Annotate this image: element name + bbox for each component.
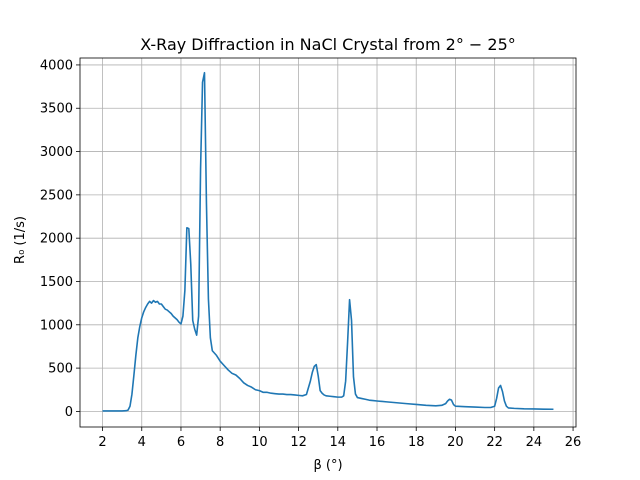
y-tick-label: 4000 — [40, 58, 73, 73]
x-tick-label: 12 — [290, 435, 307, 450]
grid — [80, 58, 576, 427]
y-tick-label: 1000 — [40, 318, 73, 333]
series-line-0 — [102, 71, 554, 412]
x-tick-label: 2 — [98, 435, 106, 450]
y-tick-label: 3000 — [40, 145, 73, 160]
x-tick-label: 18 — [408, 435, 425, 450]
x-tick-label: 6 — [177, 435, 185, 450]
y-tick-label: 2000 — [40, 232, 73, 247]
y-tick-label: 2500 — [40, 188, 73, 203]
x-tick-label: 20 — [447, 435, 464, 450]
x-tick-label: 8 — [216, 435, 224, 450]
x-tick-label: 4 — [138, 435, 146, 450]
x-tick-label: 22 — [486, 435, 503, 450]
y-tick-label: 3500 — [40, 102, 73, 117]
x-tick-label: 14 — [330, 435, 347, 450]
y-tick-label: 0 — [65, 405, 73, 420]
x-axis-label: β (°) — [313, 458, 342, 473]
series-layer — [102, 71, 554, 412]
y-axis-ticks: 0 500 1000 1500 2000 2500 3000 3500 4000 — [40, 58, 80, 420]
x-tick-label: 10 — [251, 435, 268, 450]
y-axis-label: R₀ (1/s) — [13, 216, 28, 264]
x-axis-ticks: 2 4 6 8 10 12 14 16 18 20 22 24 26 — [98, 427, 581, 450]
plot-frame — [79, 57, 577, 428]
x-tick-label: 24 — [526, 435, 543, 450]
x-tick-label: 26 — [565, 435, 582, 450]
x-tick-label: 16 — [369, 435, 386, 450]
chart-title: X-Ray Diffraction in NaCl Crystal from 2… — [140, 35, 516, 54]
y-tick-label: 500 — [48, 362, 73, 377]
y-tick-label: 1500 — [40, 275, 73, 290]
